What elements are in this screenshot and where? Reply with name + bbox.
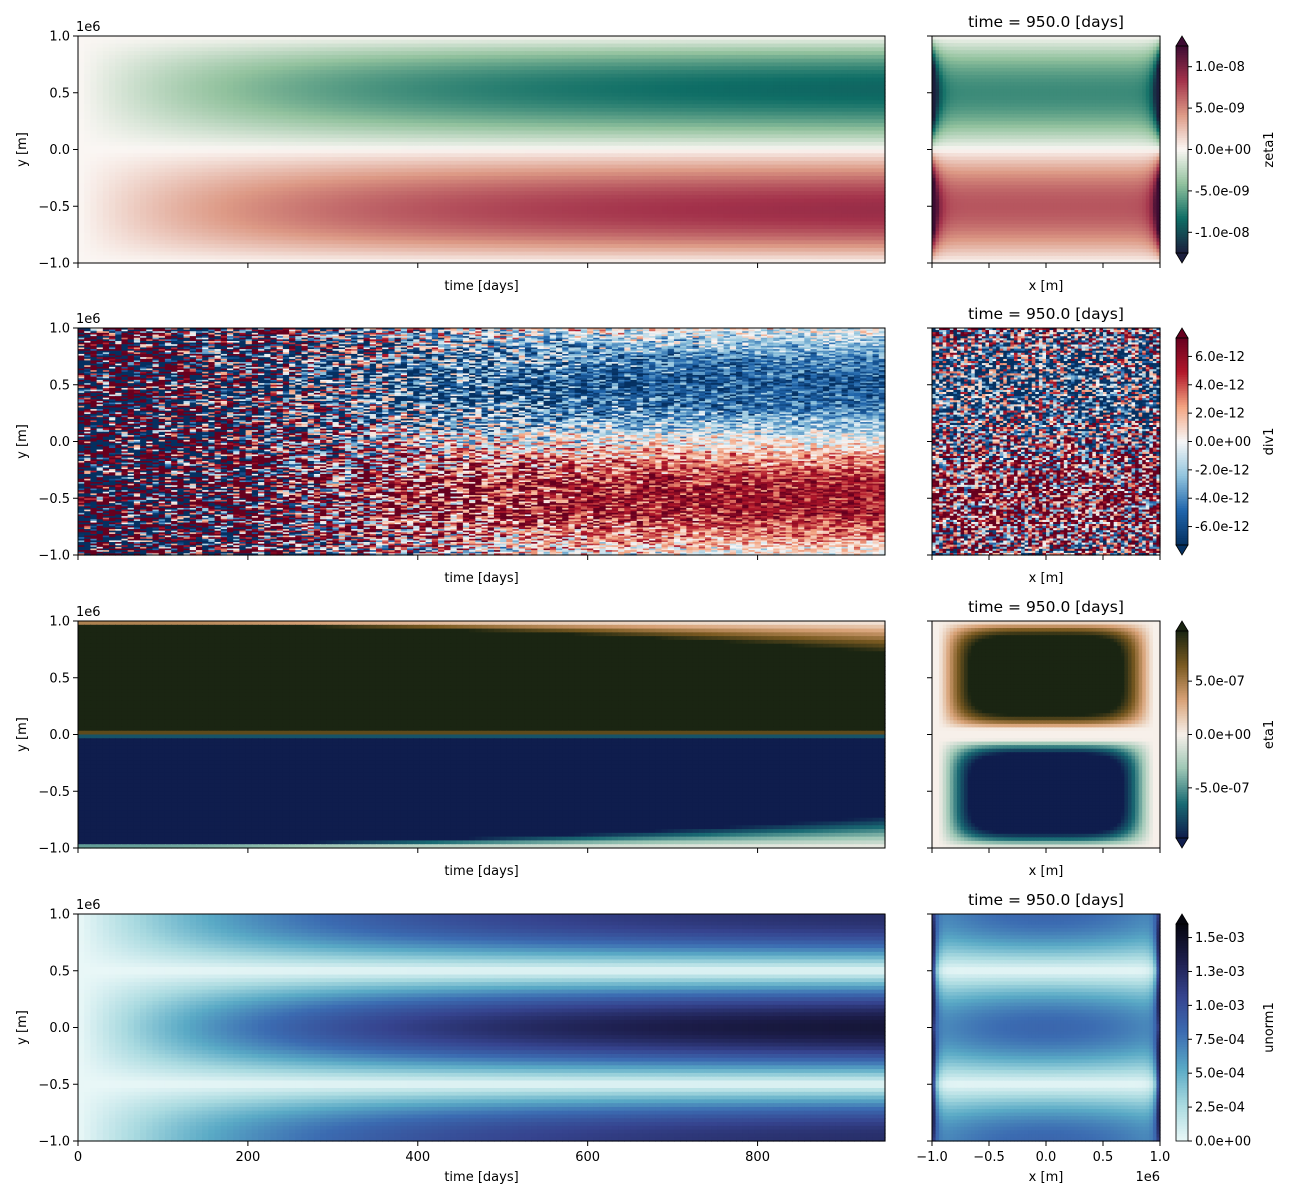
y-tick-label: 1.0 [49, 322, 70, 337]
snapshot-panel-eta1 [927, 621, 1161, 853]
x-axis-label: x [m] [1029, 864, 1064, 879]
colorbar-tick-label: 5.0e-09 [1195, 102, 1245, 117]
y-tick-label: −1.0 [38, 257, 70, 272]
x-tick-label: 400 [405, 1150, 430, 1165]
x-axis-label: x [m] [1029, 571, 1064, 586]
y-axis-label: y [m] [15, 424, 30, 459]
x-tick-label: 0 [74, 1150, 82, 1165]
colorbar-tick-label: 0.0e+00 [1195, 435, 1251, 450]
y-tick-label: 0.5 [49, 671, 70, 686]
colorbar-tick-label: 2.5e-04 [1195, 1101, 1245, 1116]
panel-title: time = 950.0 [days] [968, 598, 1124, 616]
y-tick-label: −0.5 [38, 492, 70, 507]
colorbar-div1 [1176, 328, 1192, 555]
colorbar-tick-label: 1.3e-03 [1195, 965, 1245, 980]
x-offset-label: 1e6 [1135, 1170, 1160, 1185]
x-axis-label: time [days] [444, 279, 518, 294]
y-tick-label: 0.0 [49, 728, 70, 743]
x-tick-label: 0.5 [1093, 1150, 1114, 1165]
y-axis-label: y [m] [15, 132, 30, 167]
snapshot-panel-unorm1 [927, 914, 1161, 1146]
y-offset-label: 1e6 [76, 898, 101, 913]
y-tick-label: 0.0 [49, 1021, 70, 1036]
y-tick-label: −1.0 [38, 842, 70, 857]
y-tick-label: 0.5 [49, 378, 70, 393]
x-axis-label: time [days] [444, 864, 518, 879]
colorbar-tick-label: 5.0e-07 [1195, 675, 1245, 690]
y-tick-label: −0.5 [38, 200, 70, 215]
x-tick-label: 0.0 [1036, 1150, 1057, 1165]
x-tick-label: 1.0 [1150, 1150, 1171, 1165]
colorbar-tick-label: 1.5e-03 [1195, 931, 1245, 946]
colorbar-tick-label: 1.0e-03 [1195, 999, 1245, 1014]
hovmoller-panel-unorm1 [73, 914, 886, 1146]
x-axis-label: x [m] [1029, 1170, 1064, 1185]
snapshot-panel-div1 [927, 328, 1161, 560]
colorbar-tick-label: 5.0e-04 [1195, 1067, 1245, 1082]
colorbar-extend-min [1176, 838, 1188, 848]
colorbar-label: zeta1 [1262, 131, 1277, 167]
panel-title: time = 950.0 [days] [968, 891, 1124, 909]
colorbar-zeta1 [1176, 36, 1192, 263]
colorbar-tick-label: 7.5e-04 [1195, 1033, 1245, 1048]
x-axis-label: time [days] [444, 1170, 518, 1185]
y-tick-label: −0.5 [38, 785, 70, 800]
colorbar-eta1 [1176, 621, 1192, 848]
x-tick-label: 800 [745, 1150, 770, 1165]
colorbar-tick-label: 0.0e+00 [1195, 143, 1251, 158]
colorbar-unorm1 [1176, 914, 1192, 1142]
colorbar-label: unorm1 [1262, 1002, 1277, 1052]
y-tick-label: 1.0 [49, 615, 70, 630]
colorbar-tick-label: 0.0e+00 [1195, 1135, 1251, 1150]
colorbar-extend-min [1176, 253, 1188, 263]
y-offset-label: 1e6 [76, 605, 101, 620]
colorbar-tick-label: 6.0e-12 [1195, 350, 1245, 365]
y-axis-label: y [m] [15, 717, 30, 752]
colorbar-label: eta1 [1262, 720, 1277, 749]
colorbar-tick-label: -5.0e-07 [1195, 781, 1250, 796]
y-tick-label: 0.0 [49, 143, 70, 158]
y-tick-label: −1.0 [38, 549, 70, 564]
x-axis-label: time [days] [444, 571, 518, 586]
y-axis-label: y [m] [15, 1010, 30, 1045]
panel-title: time = 950.0 [days] [968, 305, 1124, 323]
y-tick-label: 0.5 [49, 964, 70, 979]
colorbar-label: div1 [1262, 428, 1277, 456]
colorbar-tick-label: -5.0e-09 [1195, 184, 1250, 199]
colorbar-extend-max [1176, 36, 1188, 46]
x-tick-label: −0.5 [973, 1150, 1005, 1165]
snapshot-panel-zeta1 [927, 36, 1161, 268]
colorbar-tick-label: 1.0e-08 [1195, 60, 1245, 75]
hovmoller-panel-eta1 [73, 621, 886, 853]
y-tick-label: 1.0 [49, 908, 70, 923]
hovmoller-panel-div1 [73, 328, 886, 560]
y-tick-label: 0.0 [49, 435, 70, 450]
colorbar-tick-label: 2.0e-12 [1195, 407, 1245, 422]
y-tick-label: 0.5 [49, 86, 70, 101]
colorbar-tick-label: 4.0e-12 [1195, 378, 1245, 393]
y-tick-label: 1.0 [49, 30, 70, 45]
colorbar-extend-max [1176, 328, 1188, 338]
colorbar-tick-label: -6.0e-12 [1195, 520, 1250, 535]
x-tick-label: 200 [235, 1150, 260, 1165]
colorbar-extend-min [1176, 545, 1188, 555]
colorbar-tick-label: -2.0e-12 [1195, 463, 1250, 478]
colorbar-extend-max [1176, 914, 1188, 924]
colorbar-tick-label: -1.0e-08 [1195, 226, 1250, 241]
y-offset-label: 1e6 [76, 20, 101, 35]
x-axis-label: x [m] [1029, 279, 1064, 294]
panel-title: time = 950.0 [days] [968, 13, 1124, 31]
x-tick-label: −1.0 [916, 1150, 948, 1165]
x-tick-label: 600 [575, 1150, 600, 1165]
colorbar-tick-label: -4.0e-12 [1195, 492, 1250, 507]
colorbar-extend-max [1176, 621, 1188, 631]
y-tick-label: −0.5 [38, 1078, 70, 1093]
y-offset-label: 1e6 [76, 312, 101, 327]
colorbar-tick-label: 0.0e+00 [1195, 728, 1251, 743]
hovmoller-panel-zeta1 [73, 36, 886, 268]
y-tick-label: −1.0 [38, 1135, 70, 1150]
